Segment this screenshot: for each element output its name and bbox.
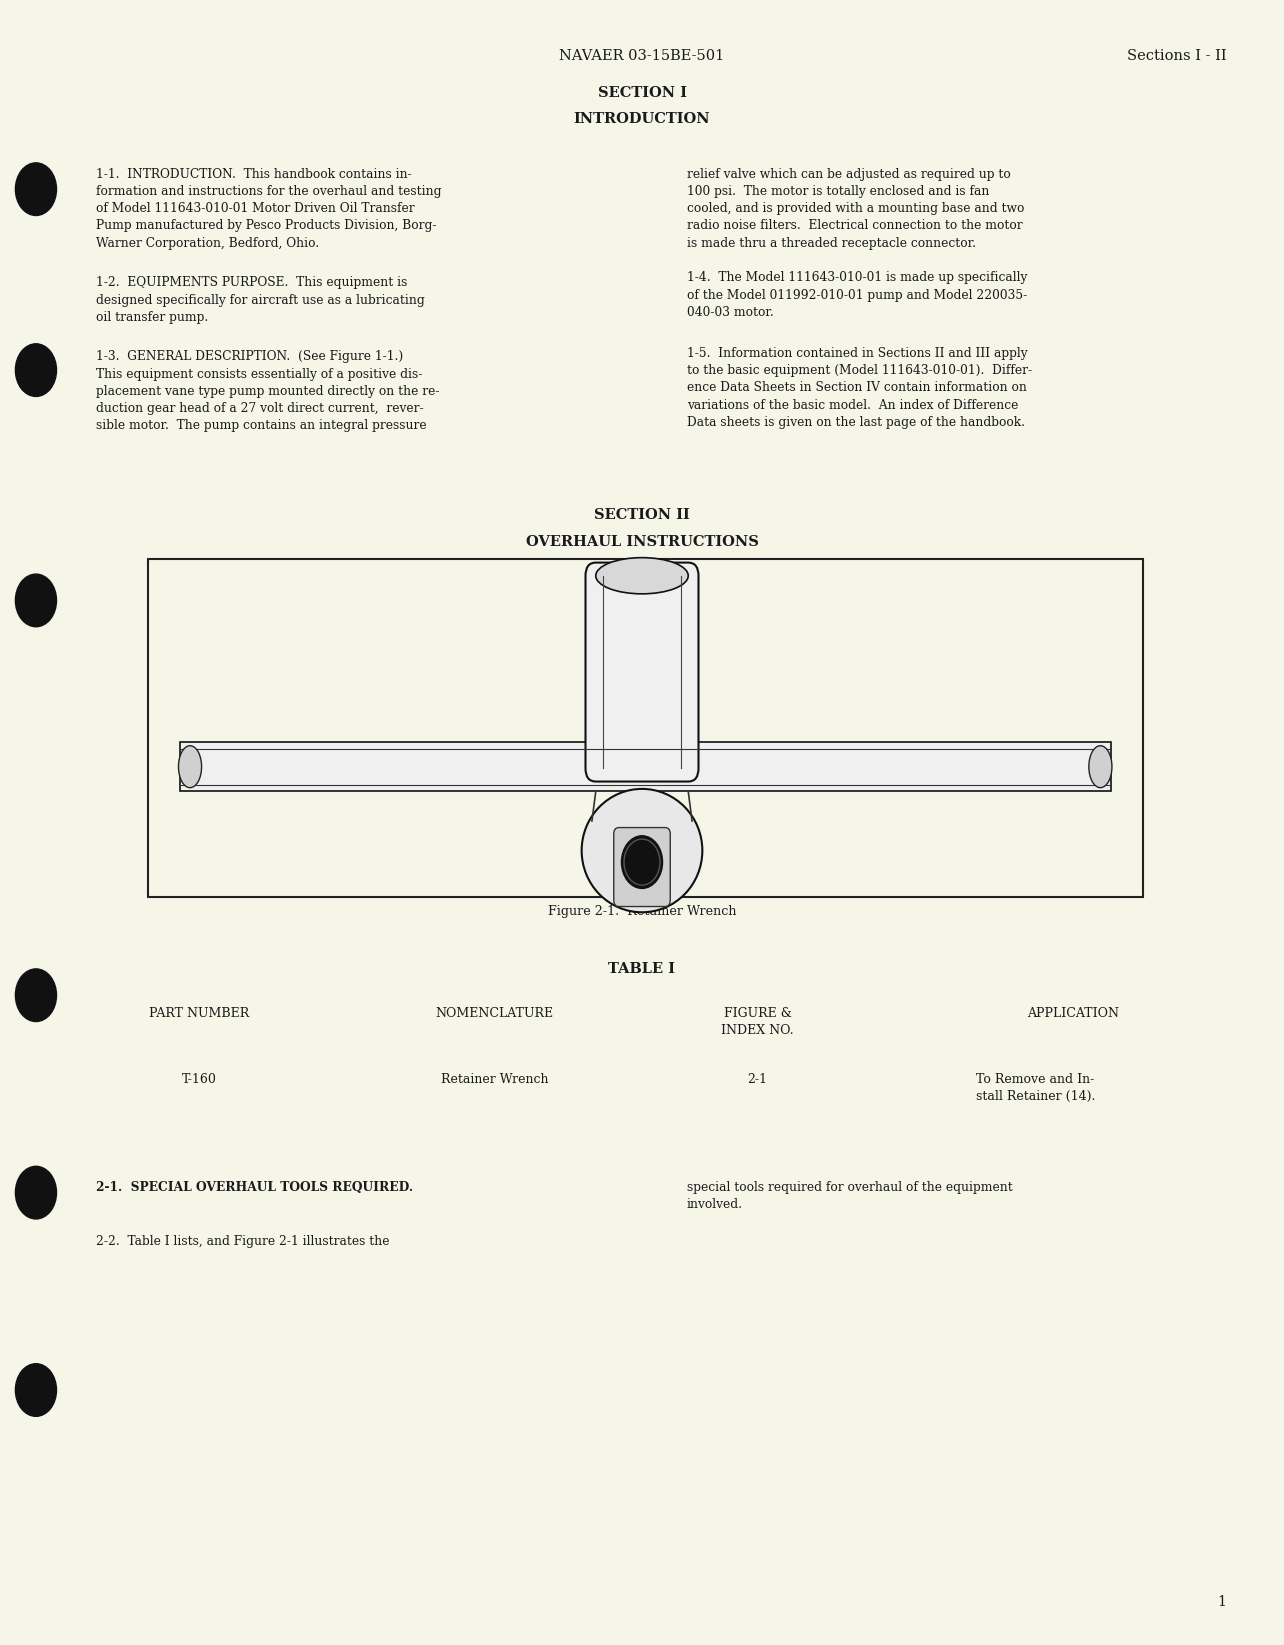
Ellipse shape xyxy=(582,790,702,913)
Circle shape xyxy=(15,344,56,396)
Text: 2-1.  SPECIAL OVERHAUL TOOLS REQUIRED.: 2-1. SPECIAL OVERHAUL TOOLS REQUIRED. xyxy=(96,1181,413,1194)
Ellipse shape xyxy=(178,745,202,788)
Text: TABLE I: TABLE I xyxy=(609,962,675,977)
Text: 1: 1 xyxy=(1217,1594,1226,1609)
Bar xyxy=(180,742,1111,791)
Text: T-160: T-160 xyxy=(181,1073,217,1086)
Text: Figure 2-1.  Retainer Wrench: Figure 2-1. Retainer Wrench xyxy=(548,905,736,918)
Text: 1-3.  GENERAL DESCRIPTION.  (See Figure 1-1.)
This equipment consists essentiall: 1-3. GENERAL DESCRIPTION. (See Figure 1-… xyxy=(96,350,440,433)
Text: 2-2.  Table I lists, and Figure 2-1 illustrates the: 2-2. Table I lists, and Figure 2-1 illus… xyxy=(96,1235,390,1249)
Text: Retainer Wrench: Retainer Wrench xyxy=(440,1073,548,1086)
Text: SECTION II: SECTION II xyxy=(594,508,690,523)
Text: OVERHAUL INSTRUCTIONS: OVERHAUL INSTRUCTIONS xyxy=(525,535,759,549)
Text: NAVAER 03-15BE-501: NAVAER 03-15BE-501 xyxy=(560,49,724,64)
Text: 1-2.  EQUIPMENTS PURPOSE.  This equipment is
designed specifically for aircraft : 1-2. EQUIPMENTS PURPOSE. This equipment … xyxy=(96,276,425,324)
Circle shape xyxy=(15,574,56,627)
Text: Sections I - II: Sections I - II xyxy=(1126,49,1226,64)
Text: PART NUMBER: PART NUMBER xyxy=(149,1007,249,1020)
Text: INTRODUCTION: INTRODUCTION xyxy=(574,112,710,127)
Text: special tools required for overhaul of the equipment
involved.: special tools required for overhaul of t… xyxy=(687,1181,1013,1211)
Circle shape xyxy=(621,836,663,888)
Text: NOMENCLATURE: NOMENCLATURE xyxy=(435,1007,553,1020)
Text: To Remove and In-
stall Retainer (14).: To Remove and In- stall Retainer (14). xyxy=(976,1073,1095,1102)
Text: 2-1: 2-1 xyxy=(747,1073,768,1086)
Text: 1-5.  Information contained in Sections II and III apply
to the basic equipment : 1-5. Information contained in Sections I… xyxy=(687,347,1032,429)
FancyBboxPatch shape xyxy=(614,827,670,906)
Text: 1-4.  The Model 111643-010-01 is made up specifically
of the Model 011992-010-01: 1-4. The Model 111643-010-01 is made up … xyxy=(687,271,1027,319)
Circle shape xyxy=(15,163,56,215)
Text: 1-1.  INTRODUCTION.  This handbook contains in-
formation and instructions for t: 1-1. INTRODUCTION. This handbook contain… xyxy=(96,168,442,250)
Text: relief valve which can be adjusted as required up to
100 psi.  The motor is tota: relief valve which can be adjusted as re… xyxy=(687,168,1025,250)
Text: SECTION I: SECTION I xyxy=(597,86,687,100)
Circle shape xyxy=(15,1166,56,1219)
FancyBboxPatch shape xyxy=(586,563,698,781)
Ellipse shape xyxy=(596,558,688,594)
Circle shape xyxy=(15,969,56,1022)
Text: APPLICATION: APPLICATION xyxy=(1027,1007,1120,1020)
Ellipse shape xyxy=(1089,745,1112,788)
Bar xyxy=(148,559,1143,897)
Circle shape xyxy=(15,1364,56,1416)
Text: FIGURE &
INDEX NO.: FIGURE & INDEX NO. xyxy=(722,1007,794,1036)
